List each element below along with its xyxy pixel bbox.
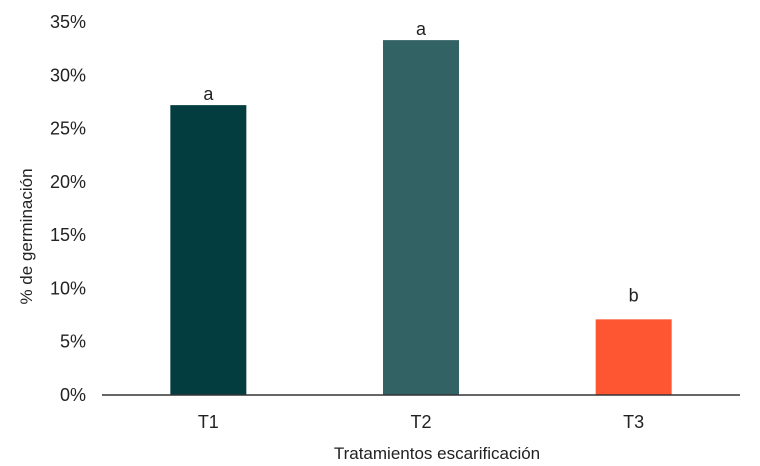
y-axis-ticks: 0% 5% 10% 15% 20% 25% 30% 35% <box>50 12 86 405</box>
x-axis-ticks: T1 T2 T3 <box>198 412 644 432</box>
y-tick-label: 10% <box>50 278 86 298</box>
y-tick-label: 25% <box>50 119 86 139</box>
y-tick-label: 30% <box>50 65 86 85</box>
significance-label-t2: a <box>416 19 427 39</box>
y-tick-label: 0% <box>60 385 86 405</box>
y-tick-label: 15% <box>50 225 86 245</box>
bar-t2 <box>383 40 459 396</box>
y-axis-title: % de germinación <box>17 168 36 304</box>
x-axis-title: Tratamientos escarificación <box>334 444 540 463</box>
y-tick-label: 5% <box>60 332 86 352</box>
x-tick-label-t2: T2 <box>410 412 431 432</box>
bar-t1 <box>170 105 247 395</box>
x-tick-label-t3: T3 <box>623 412 644 432</box>
bars <box>170 40 672 396</box>
significance-label-t1: a <box>203 84 214 104</box>
significance-label-t3: b <box>629 285 639 305</box>
y-tick-label: 35% <box>50 12 86 32</box>
significance-labels: a a b <box>203 19 638 305</box>
y-tick-label: 20% <box>50 172 86 192</box>
x-tick-label-t1: T1 <box>198 412 219 432</box>
bar-t3 <box>595 319 672 395</box>
